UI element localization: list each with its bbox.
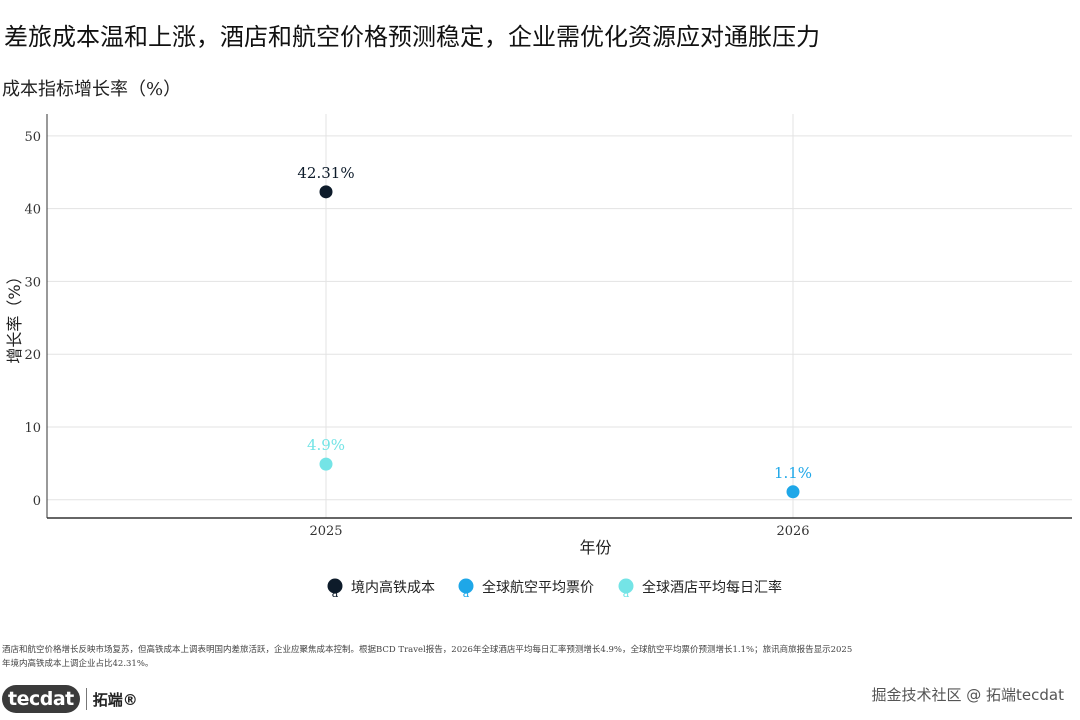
y-axis-title: 增长率（%） <box>5 268 24 363</box>
logo-mark: tecdat <box>2 685 80 713</box>
tecdat-logo: tecdat 拓端® <box>2 682 138 716</box>
logo-divider <box>85 688 87 710</box>
caption-line-2: 年境内高铁成本上调企业占比42.31%。 <box>2 659 154 669</box>
data-label: 4.9% <box>307 436 345 454</box>
data-point <box>319 185 333 199</box>
legend-glyph: a <box>623 587 630 600</box>
legend-glyph: a <box>332 587 339 600</box>
legend-marker <box>618 578 634 594</box>
data-point <box>319 457 333 471</box>
legend-label: 境内高铁成本 <box>351 579 435 596</box>
legend-marker <box>327 578 343 594</box>
chart-title: 差旅成本温和上涨，酒店和航空价格预测稳定，企业需优化资源应对通胀压力 <box>4 23 820 51</box>
chart-caption: 酒店和航空价格增长反映市场复苏，但高铁成本上调表明国内差旅活跃，企业应聚焦成本控… <box>2 643 1002 671</box>
legend-marker <box>458 578 474 594</box>
scatter-chart: 0 10 20 30 40 50 2025 2026 年份 增长率（%） 42.31% 1.1% 4.9… <box>5 114 1072 600</box>
y-tick-label: 0 <box>33 494 41 509</box>
logo-text: 拓端® <box>92 690 138 709</box>
data-point <box>786 485 800 499</box>
legend-label: 全球酒店平均每日汇率 <box>642 579 782 596</box>
x-tick-label: 2025 <box>309 524 342 539</box>
y-tick-label: 30 <box>24 275 41 290</box>
watermark: 掘金技术社区 @ 拓端tecdat <box>871 686 1065 704</box>
x-tick-label: 2026 <box>776 524 809 539</box>
x-axis-title: 年份 <box>579 538 611 557</box>
data-label: 1.1% <box>774 464 812 482</box>
chart-subtitle: 成本指标增长率（%） <box>2 79 182 100</box>
caption-line-1: 酒店和航空价格增长反映市场复苏，但高铁成本上调表明国内差旅活跃，企业应聚焦成本控… <box>2 645 853 655</box>
legend-glyph: a <box>463 587 470 600</box>
y-tick-label: 50 <box>24 130 41 145</box>
legend-label: 全球航空平均票价 <box>482 579 594 596</box>
y-tick-label: 40 <box>24 203 41 218</box>
data-label: 42.31% <box>297 164 354 182</box>
y-tick-label: 10 <box>24 421 41 436</box>
y-tick-label: 20 <box>24 348 41 363</box>
